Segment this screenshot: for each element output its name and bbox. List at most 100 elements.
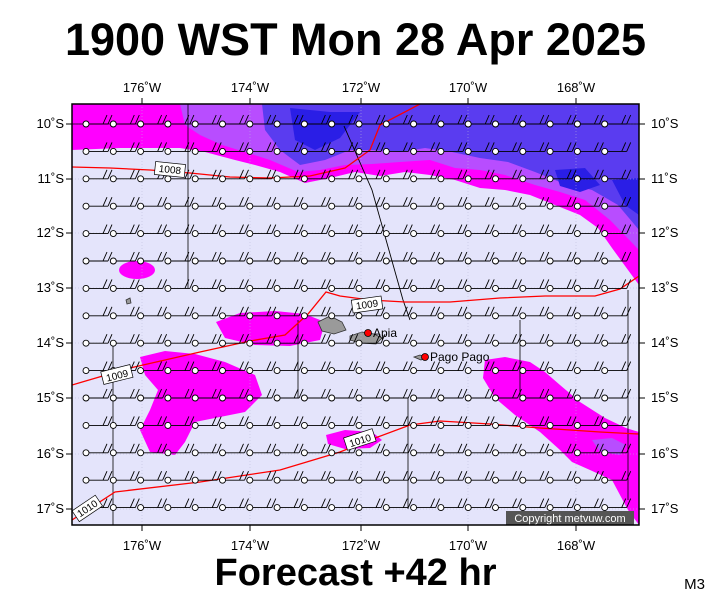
wind-barb: [82, 114, 113, 128]
wind-barb: [464, 416, 495, 429]
wind-barb: [164, 443, 195, 457]
svg-text:1009: 1009: [105, 368, 130, 384]
wind-barb: [601, 197, 632, 210]
wind-barb: [492, 498, 522, 512]
lon-tick-top-168w: 168˚W: [557, 80, 596, 95]
wind-barb: [601, 251, 632, 265]
wind-barb: [519, 416, 550, 429]
wind-barb: [109, 251, 140, 265]
wind-barb: [273, 197, 304, 210]
wind-barb: [246, 334, 277, 347]
wind-barb: [355, 169, 386, 183]
wind-barb: [601, 361, 632, 375]
wind-barb: [355, 443, 386, 457]
wind-barb: [164, 471, 195, 484]
wind-barb: [219, 197, 249, 210]
wind-barb: [492, 306, 522, 320]
wind-barb: [573, 498, 604, 512]
wind-barb: [82, 279, 113, 292]
wind-barb: [328, 251, 359, 265]
wind-barb: [246, 471, 277, 484]
wind-barb: [464, 498, 495, 512]
wind-barb: [246, 197, 277, 210]
lat-tick-left-12s: 12˚S: [37, 225, 65, 240]
wind-barb: [246, 279, 277, 292]
wind-barb: [573, 388, 604, 402]
wind-barb: [464, 169, 495, 183]
isobar-label-1009-east: 1009: [350, 295, 384, 314]
wind-barb: [437, 334, 468, 347]
wind-barb: [601, 279, 632, 292]
wind-barb: [246, 361, 277, 375]
wind-barb: [137, 388, 168, 402]
wind-barb: [82, 471, 113, 484]
wind-barb: [273, 498, 304, 512]
wind-barb: [437, 443, 468, 457]
place-markers: Apia Pago Pago: [364, 326, 490, 364]
svg-text:Apia: Apia: [373, 326, 397, 340]
isobar-labels: 1008 1009 1009 1010 1010: [72, 161, 384, 523]
wind-barb: [300, 142, 331, 155]
wind-barb: [492, 224, 522, 238]
wind-barb: [546, 388, 577, 402]
wind-barb: [382, 443, 413, 457]
lat-tick-right-16s: 16˚S: [651, 446, 679, 461]
wind-barb: [601, 306, 632, 320]
wind-barb: [546, 142, 577, 155]
wind-barb: [82, 443, 113, 457]
wind-barb: [137, 471, 168, 484]
wind-barb: [492, 443, 522, 457]
wind-barb: [546, 224, 577, 238]
wind-barb: [464, 361, 495, 375]
wind-barb: [519, 334, 550, 347]
wind-barb: [464, 279, 495, 292]
wind-barb: [273, 251, 304, 265]
wind-barb: [546, 114, 577, 128]
wind-barb: [300, 416, 331, 429]
wind-barb: [82, 306, 113, 320]
wind-barb: [573, 142, 604, 155]
wind-barb: [437, 169, 468, 183]
wind-barb: [300, 224, 331, 238]
wind-barb: [219, 251, 249, 265]
wind-barb: [191, 306, 222, 320]
lat-tick-left-13s: 13˚S: [37, 280, 65, 295]
wind-barb: [546, 251, 577, 265]
wind-barb: [82, 388, 113, 402]
wind-barb: [410, 169, 441, 183]
wind-barb: [137, 334, 168, 347]
wind-barb: [273, 169, 304, 183]
wind-barb: [437, 114, 468, 128]
wind-barb: [328, 334, 359, 347]
lat-tick-left-15s: 15˚S: [37, 390, 65, 405]
precip-blobs: [119, 261, 639, 525]
wind-barb: [437, 279, 468, 292]
wind-barb: [82, 169, 113, 183]
wind-barb: [273, 114, 304, 128]
wind-barb: [82, 334, 113, 347]
wind-barb: [246, 224, 277, 238]
lat-tick-right-14s: 14˚S: [651, 335, 679, 350]
wind-barb: [601, 416, 632, 429]
wind-barb: [464, 443, 495, 457]
wind-barb: [219, 443, 249, 457]
lon-tick-bottom-168w: 168˚W: [557, 538, 596, 553]
wind-barb: [410, 197, 441, 210]
axis-labels: 176˚W 174˚W 172˚W 170˚W 168˚W 176˚W 174˚…: [37, 80, 679, 553]
wind-barb: [300, 306, 331, 320]
wind-barb: [382, 416, 413, 429]
wind-barb: [164, 334, 195, 347]
wind-barb: [109, 142, 140, 155]
wind-barb: [300, 361, 331, 375]
wind-barb: [546, 471, 577, 484]
wind-barb: [164, 498, 195, 512]
wind-barb: [573, 361, 604, 375]
wind-barb: [300, 169, 331, 183]
wind-barb: [219, 388, 249, 402]
wind-barb: [300, 197, 331, 210]
wind-barb: [164, 224, 195, 238]
wind-barb: [492, 471, 522, 484]
lon-tick-top-170w: 170˚W: [449, 80, 488, 95]
wind-barb: [300, 443, 331, 457]
forecast-label: Forecast +42 hr: [214, 552, 497, 594]
